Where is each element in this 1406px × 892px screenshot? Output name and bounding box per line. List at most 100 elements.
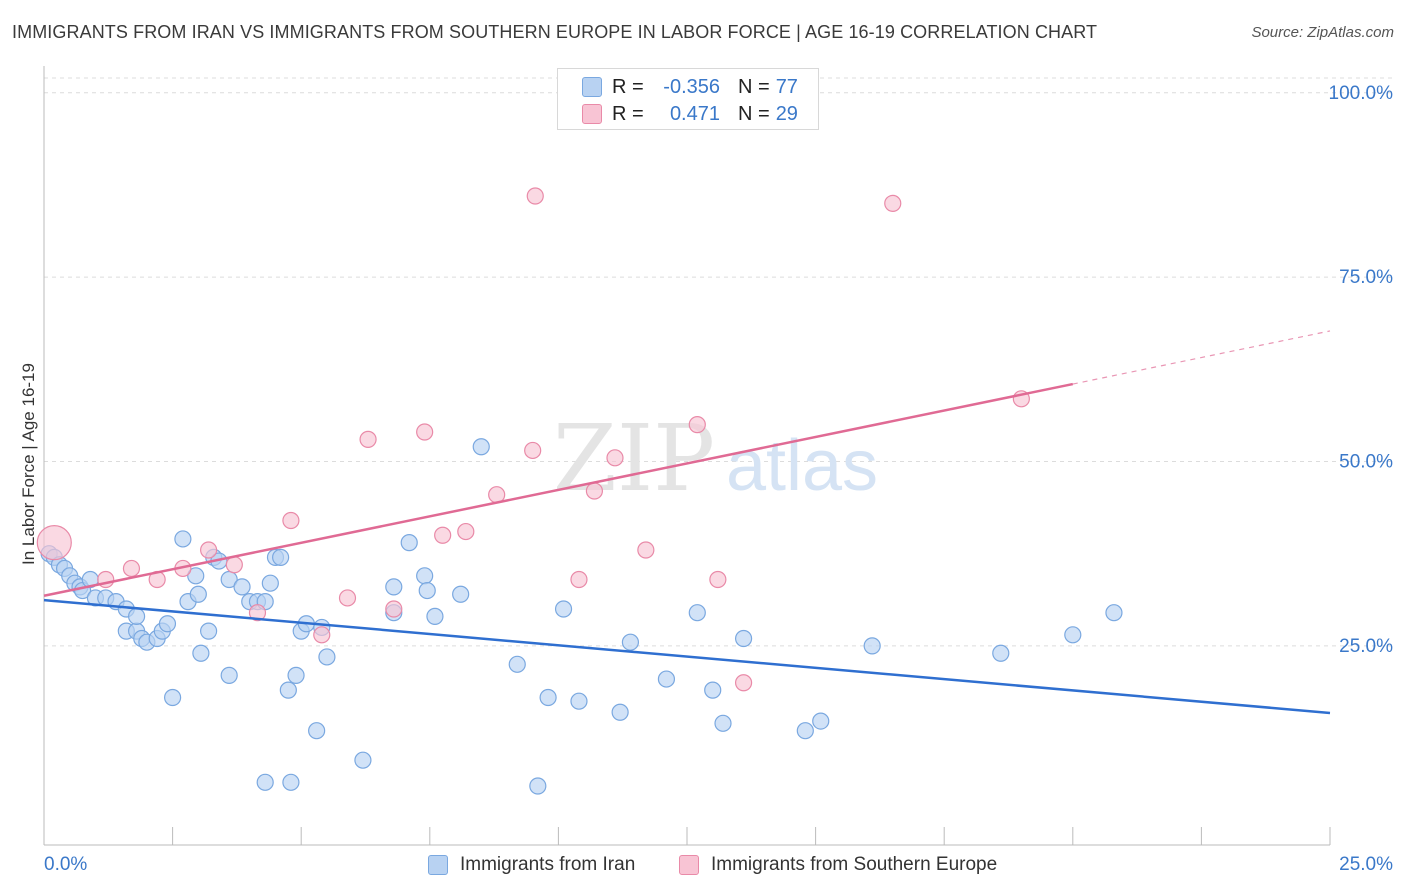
bottom-legend-swatch-iran bbox=[428, 855, 448, 875]
legend-n-value: 29 bbox=[775, 102, 798, 125]
legend-r-label: R = bbox=[612, 75, 644, 98]
point-southern-europe bbox=[359, 430, 377, 448]
point-iran bbox=[400, 534, 418, 552]
bottom-legend-label-iran: Immigrants from Iran bbox=[460, 854, 636, 875]
trend-lines bbox=[43, 330, 1331, 715]
point-iran bbox=[220, 666, 238, 684]
point-iran bbox=[863, 637, 881, 655]
point-southern-europe bbox=[585, 482, 604, 500]
point-iran bbox=[174, 530, 192, 548]
point-iran bbox=[272, 548, 290, 566]
point-iran bbox=[416, 567, 434, 585]
legend-row-iran: R = -0.356 N = 77 bbox=[582, 74, 798, 100]
point-southern-europe bbox=[734, 674, 753, 692]
point-iran bbox=[734, 629, 753, 648]
point-iran bbox=[354, 751, 372, 769]
point-southern-europe bbox=[225, 556, 243, 574]
point-southern-europe bbox=[688, 416, 706, 434]
point-iran bbox=[529, 777, 547, 795]
bottom-legend-iran: Immigrants from Iran bbox=[428, 852, 635, 878]
point-iran bbox=[539, 688, 557, 707]
point-iran bbox=[418, 581, 436, 600]
legend-n-value: 77 bbox=[775, 75, 798, 98]
point-southern-europe bbox=[338, 589, 357, 607]
correlation-legend: R = -0.356 N = 77 R = 0.471 N = 29 bbox=[557, 68, 819, 130]
y-tick-label: 50.0% bbox=[1339, 452, 1393, 473]
point-southern-europe bbox=[434, 526, 452, 544]
legend-swatch-iran bbox=[582, 77, 602, 97]
watermark-atlas: atlas bbox=[726, 426, 878, 506]
point-southern-europe bbox=[122, 559, 141, 578]
point-iran bbox=[452, 585, 470, 603]
point-southern-europe bbox=[606, 449, 624, 467]
legend-r-value: 0.471 bbox=[669, 102, 720, 125]
point-southern-europe bbox=[457, 522, 475, 541]
bottom-legend-label-southern-europe: Immigrants from Southern Europe bbox=[711, 854, 998, 875]
point-iran bbox=[688, 604, 706, 622]
point-southern-europe bbox=[637, 541, 655, 559]
point-iran bbox=[261, 574, 279, 592]
y-axis-title: In Labor Force | Age 16-19 bbox=[19, 363, 38, 565]
watermark: ZIP atlas bbox=[553, 405, 878, 512]
point-southern-europe bbox=[36, 525, 72, 561]
legend-n-label: N = bbox=[738, 102, 770, 125]
grid-lines bbox=[44, 77, 1395, 647]
legend-r-label: R = bbox=[612, 102, 644, 125]
tick-labels: 100.0% 75.0% 50.0% 25.0% 0.0% 25.0% bbox=[44, 83, 1393, 875]
point-iran bbox=[570, 692, 588, 710]
legend-r-value: -0.356 bbox=[663, 75, 720, 98]
point-southern-europe bbox=[709, 570, 727, 589]
point-southern-europe bbox=[313, 626, 331, 644]
point-iran bbox=[796, 722, 814, 740]
bottom-legend-swatch-southern-europe bbox=[679, 855, 699, 875]
point-iran bbox=[714, 714, 732, 732]
point-iran bbox=[279, 681, 297, 699]
axes bbox=[43, 66, 1331, 846]
point-iran bbox=[554, 600, 573, 618]
point-iran bbox=[508, 655, 526, 673]
point-iran bbox=[385, 578, 403, 596]
trendline-southern-europe bbox=[43, 382, 1074, 597]
y-tick-label: 75.0% bbox=[1339, 267, 1393, 288]
legend-swatch-southern-europe bbox=[582, 104, 602, 124]
point-southern-europe bbox=[526, 187, 544, 205]
point-southern-europe bbox=[248, 604, 267, 622]
point-iran bbox=[158, 615, 177, 633]
point-iran bbox=[318, 648, 336, 666]
point-southern-europe bbox=[282, 511, 300, 530]
point-iran bbox=[472, 438, 490, 456]
legend-row-southern-europe: R = 0.471 N = 29 bbox=[582, 101, 798, 127]
point-southern-europe bbox=[570, 570, 588, 589]
watermark-zip: ZIP bbox=[553, 405, 715, 512]
point-southern-europe bbox=[884, 194, 902, 212]
point-iran bbox=[200, 622, 218, 640]
legend-n-label: N = bbox=[738, 75, 770, 98]
x-tick-label: 0.0% bbox=[44, 854, 87, 875]
point-iran bbox=[621, 633, 640, 651]
point-iran bbox=[192, 644, 210, 662]
point-iran bbox=[611, 703, 629, 721]
y-tick-label: 100.0% bbox=[1329, 83, 1394, 104]
point-iran bbox=[426, 607, 444, 625]
point-iran bbox=[308, 722, 326, 740]
point-southern-europe bbox=[200, 541, 218, 559]
point-iran bbox=[127, 607, 146, 625]
data-points bbox=[36, 187, 1123, 795]
point-iran bbox=[812, 712, 830, 730]
x-tick-label: 25.0% bbox=[1339, 854, 1393, 875]
point-iran bbox=[256, 773, 274, 791]
bottom-legend-southern-europe: Immigrants from Southern Europe bbox=[679, 852, 997, 878]
point-iran bbox=[287, 666, 305, 684]
point-iran bbox=[189, 585, 207, 603]
point-iran bbox=[992, 644, 1010, 662]
point-southern-europe bbox=[524, 441, 542, 460]
trendline-iran bbox=[43, 598, 1331, 715]
point-iran bbox=[233, 578, 251, 596]
source-label: Source: ZipAtlas.com bbox=[1251, 24, 1394, 41]
point-southern-europe bbox=[385, 600, 403, 618]
trendline-southern-europe-extension bbox=[1072, 330, 1331, 385]
chart-title: IMMIGRANTS FROM IRAN VS IMMIGRANTS FROM … bbox=[12, 22, 1098, 42]
point-iran bbox=[1105, 604, 1123, 622]
y-tick-label: 25.0% bbox=[1339, 636, 1393, 657]
